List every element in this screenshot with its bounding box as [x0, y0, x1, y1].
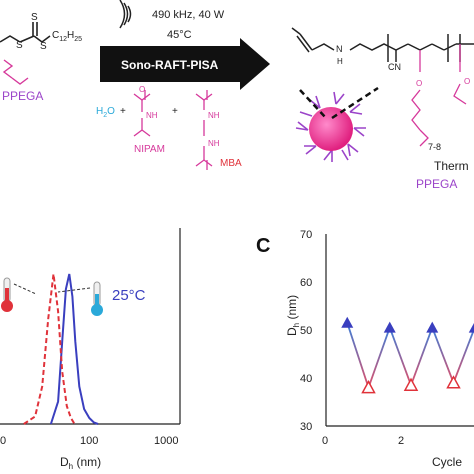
panel-c-connector-1	[367, 327, 391, 388]
thermo-label: Therm	[434, 159, 469, 173]
panel-c-low-point-1	[403, 377, 419, 391]
panel-b-plot	[23, 273, 99, 425]
nipam-structure	[133, 90, 151, 137]
panel-c-ytick-50: 50	[300, 325, 312, 337]
ppega-left-label: PPEGA	[2, 89, 43, 103]
panel-c-plot	[341, 316, 474, 394]
temp-25-label: 25°C	[112, 287, 146, 304]
panel-c-high-point-0	[341, 316, 354, 328]
panel-b-xtick-1: 100	[80, 435, 98, 447]
panel-c-connector-5	[452, 327, 474, 384]
panel-b-xlabel: Dh (nm)	[60, 455, 101, 471]
raft-tail-label: C12H25	[52, 30, 82, 43]
panel-c-connector-4	[431, 327, 455, 384]
panel-b-series-0	[49, 273, 99, 425]
raft-agent-labels: S S S C12H25	[16, 12, 82, 52]
panel-c-high-point-2	[426, 321, 439, 333]
callout-line-1	[299, 89, 327, 119]
panel-c-xlabel: Cycle	[432, 455, 462, 469]
panel-c-high-point-3	[468, 322, 474, 333]
reaction-arrow	[100, 38, 270, 90]
panel-c-connector-3	[410, 327, 434, 386]
panel-c-xtick-2: 2	[398, 435, 404, 447]
panel-c-ytick-40: 40	[300, 373, 312, 385]
panel-c-connector-2	[388, 327, 412, 386]
panel-c-high-point-1	[383, 321, 396, 333]
raft-agent-structure	[0, 22, 51, 43]
ultrasound-icon	[119, 0, 132, 29]
panel-c-connector-0	[346, 322, 370, 388]
ester-oxygen: O	[416, 79, 422, 88]
arrow-hot-pointer	[13, 283, 37, 295]
panel-c-low-point-2	[446, 375, 461, 389]
panel-c-yticks: 30 40 50 60 70	[300, 229, 312, 433]
thermometer-cold-icon	[91, 281, 103, 316]
mba-nh-1: NH	[208, 111, 220, 120]
panel-c-ytick-30: 30	[300, 421, 312, 433]
plus-sign-1: +	[120, 106, 126, 117]
panel-c-ytick-60: 60	[300, 277, 312, 289]
mba-nh-2: NH	[208, 139, 220, 148]
panel-b-xtick-0: 0	[0, 435, 6, 447]
panel-b-xtick-2: 1000	[154, 435, 178, 447]
panel-c-low-point-0	[361, 380, 376, 394]
peg-side-chain-left	[2, 59, 29, 85]
ppega-right-label: PPEGA	[416, 177, 457, 191]
nipam-oxygen-right: O	[464, 77, 470, 86]
nipam-label: NIPAM	[134, 144, 165, 155]
nipam-oxygen: O	[139, 85, 145, 94]
polymer-backbone-structure	[291, 27, 474, 62]
sulfur-label-2: S	[31, 12, 38, 23]
panel-c-axes	[325, 234, 474, 427]
nanoparticle	[295, 91, 366, 162]
panel-c-ylabel: Dh (nm)	[285, 295, 301, 336]
sulfur-label-3: S	[40, 41, 47, 52]
nipam-nh: NH	[146, 111, 158, 120]
peg-side-chain-right	[411, 50, 429, 147]
cn-label: CN	[388, 62, 401, 72]
repeat-label: 7-8	[428, 142, 441, 152]
amide-nh: N	[336, 44, 343, 54]
conditions-label: 490 kHz, 40 W	[152, 9, 225, 21]
plus-sign-2: +	[172, 106, 178, 117]
arrow-label: Sono-RAFT-PISA	[121, 58, 219, 72]
mba-label: MBA	[220, 158, 242, 169]
panel-c-xtick-0: 0	[322, 435, 328, 447]
temperature-label: 45°C	[167, 29, 192, 41]
water-label: H2O	[96, 106, 115, 119]
panel-b-axes	[0, 228, 181, 425]
panel-c-ytick-70: 70	[300, 229, 312, 241]
panel-b-series-1	[23, 273, 76, 425]
callout-line-2	[331, 86, 379, 120]
nipam-side-chain-right	[453, 44, 467, 105]
amide-h: H	[337, 57, 343, 66]
sulfur-label-1: S	[16, 40, 23, 51]
arrow-cold-pointer	[57, 287, 91, 293]
mba-structure	[195, 90, 213, 170]
panel-c-letter: C	[256, 235, 270, 257]
thermometer-hot-icon	[1, 277, 13, 312]
